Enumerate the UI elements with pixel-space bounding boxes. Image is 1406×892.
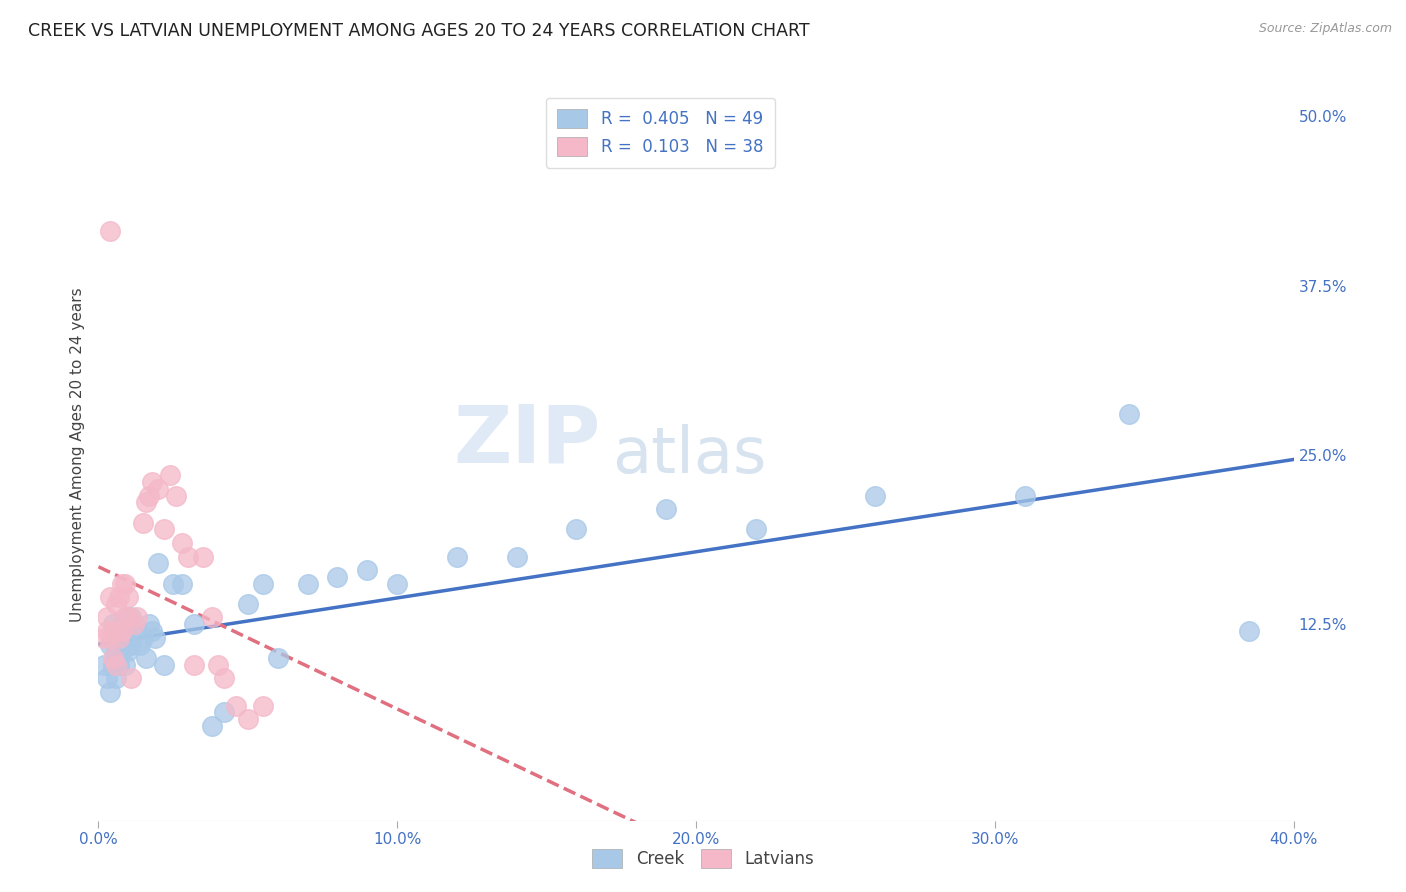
Point	[105, 597, 128, 611]
Point	[143, 631, 166, 645]
Point	[111, 576, 134, 591]
Point	[120, 672, 142, 686]
Point	[177, 549, 200, 564]
Point	[385, 576, 409, 591]
Point	[267, 651, 290, 665]
Point	[100, 631, 122, 645]
Point	[148, 482, 170, 496]
Point	[111, 644, 134, 658]
Point	[117, 610, 139, 624]
Point	[114, 631, 136, 645]
Point	[236, 712, 259, 726]
Point	[252, 698, 274, 713]
Point	[114, 610, 136, 624]
Point	[135, 495, 157, 509]
Point	[506, 549, 529, 564]
Point	[565, 523, 588, 537]
Point	[865, 489, 887, 503]
Legend: Creek, Latvians: Creek, Latvians	[586, 842, 820, 875]
Point	[297, 576, 319, 591]
Point	[326, 570, 349, 584]
Point	[129, 638, 152, 652]
Point	[183, 657, 205, 672]
Y-axis label: Unemployment Among Ages 20 to 24 years: Unemployment Among Ages 20 to 24 years	[69, 287, 84, 623]
Text: Source: ZipAtlas.com: Source: ZipAtlas.com	[1258, 22, 1392, 36]
Point	[132, 516, 155, 530]
Point	[225, 698, 247, 713]
Point	[446, 549, 468, 564]
Point	[1014, 489, 1036, 503]
Point	[100, 638, 122, 652]
Point	[138, 489, 160, 503]
Legend: R =  0.405   N = 49, R =  0.103   N = 38: R = 0.405 N = 49, R = 0.103 N = 38	[546, 97, 775, 168]
Point	[124, 617, 146, 632]
Point	[132, 631, 155, 645]
Point	[111, 617, 134, 632]
Point	[108, 657, 131, 672]
Point	[127, 624, 149, 638]
Point	[100, 224, 122, 238]
Point	[117, 590, 139, 604]
Text: atlas: atlas	[613, 424, 766, 486]
Point	[96, 672, 118, 686]
Point	[93, 631, 115, 645]
Point	[114, 576, 136, 591]
Point	[212, 706, 235, 720]
Point	[236, 597, 259, 611]
Point	[105, 672, 128, 686]
Point	[207, 657, 229, 672]
Point	[141, 624, 163, 638]
Point	[745, 523, 768, 537]
Point	[252, 576, 274, 591]
Point	[159, 468, 181, 483]
Point	[165, 489, 187, 503]
Point	[103, 657, 125, 672]
Point	[141, 475, 163, 489]
Point	[120, 610, 142, 624]
Point	[183, 617, 205, 632]
Point	[1237, 624, 1260, 638]
Point	[120, 638, 142, 652]
Point	[114, 657, 136, 672]
Point	[111, 624, 134, 638]
Point	[201, 610, 224, 624]
Point	[153, 657, 176, 672]
Point	[201, 719, 224, 733]
Point	[212, 672, 235, 686]
Point	[172, 576, 194, 591]
Text: ZIP: ZIP	[453, 401, 600, 479]
Point	[117, 644, 139, 658]
Point	[117, 610, 139, 624]
Point	[103, 651, 125, 665]
Point	[655, 502, 678, 516]
Point	[103, 624, 125, 638]
Point	[108, 631, 131, 645]
Point	[138, 617, 160, 632]
Point	[172, 536, 194, 550]
Point	[108, 631, 131, 645]
Point	[148, 556, 170, 570]
Point	[96, 624, 118, 638]
Point	[100, 590, 122, 604]
Point	[153, 523, 176, 537]
Point	[96, 610, 118, 624]
Point	[191, 549, 214, 564]
Point	[108, 590, 131, 604]
Point	[124, 617, 146, 632]
Point	[100, 685, 122, 699]
Point	[105, 644, 128, 658]
Text: CREEK VS LATVIAN UNEMPLOYMENT AMONG AGES 20 TO 24 YEARS CORRELATION CHART: CREEK VS LATVIAN UNEMPLOYMENT AMONG AGES…	[28, 22, 810, 40]
Point	[162, 576, 184, 591]
Point	[105, 657, 128, 672]
Point	[135, 651, 157, 665]
Point	[127, 610, 149, 624]
Point	[103, 617, 125, 632]
Point	[1118, 407, 1140, 421]
Point	[356, 563, 378, 577]
Point	[93, 657, 115, 672]
